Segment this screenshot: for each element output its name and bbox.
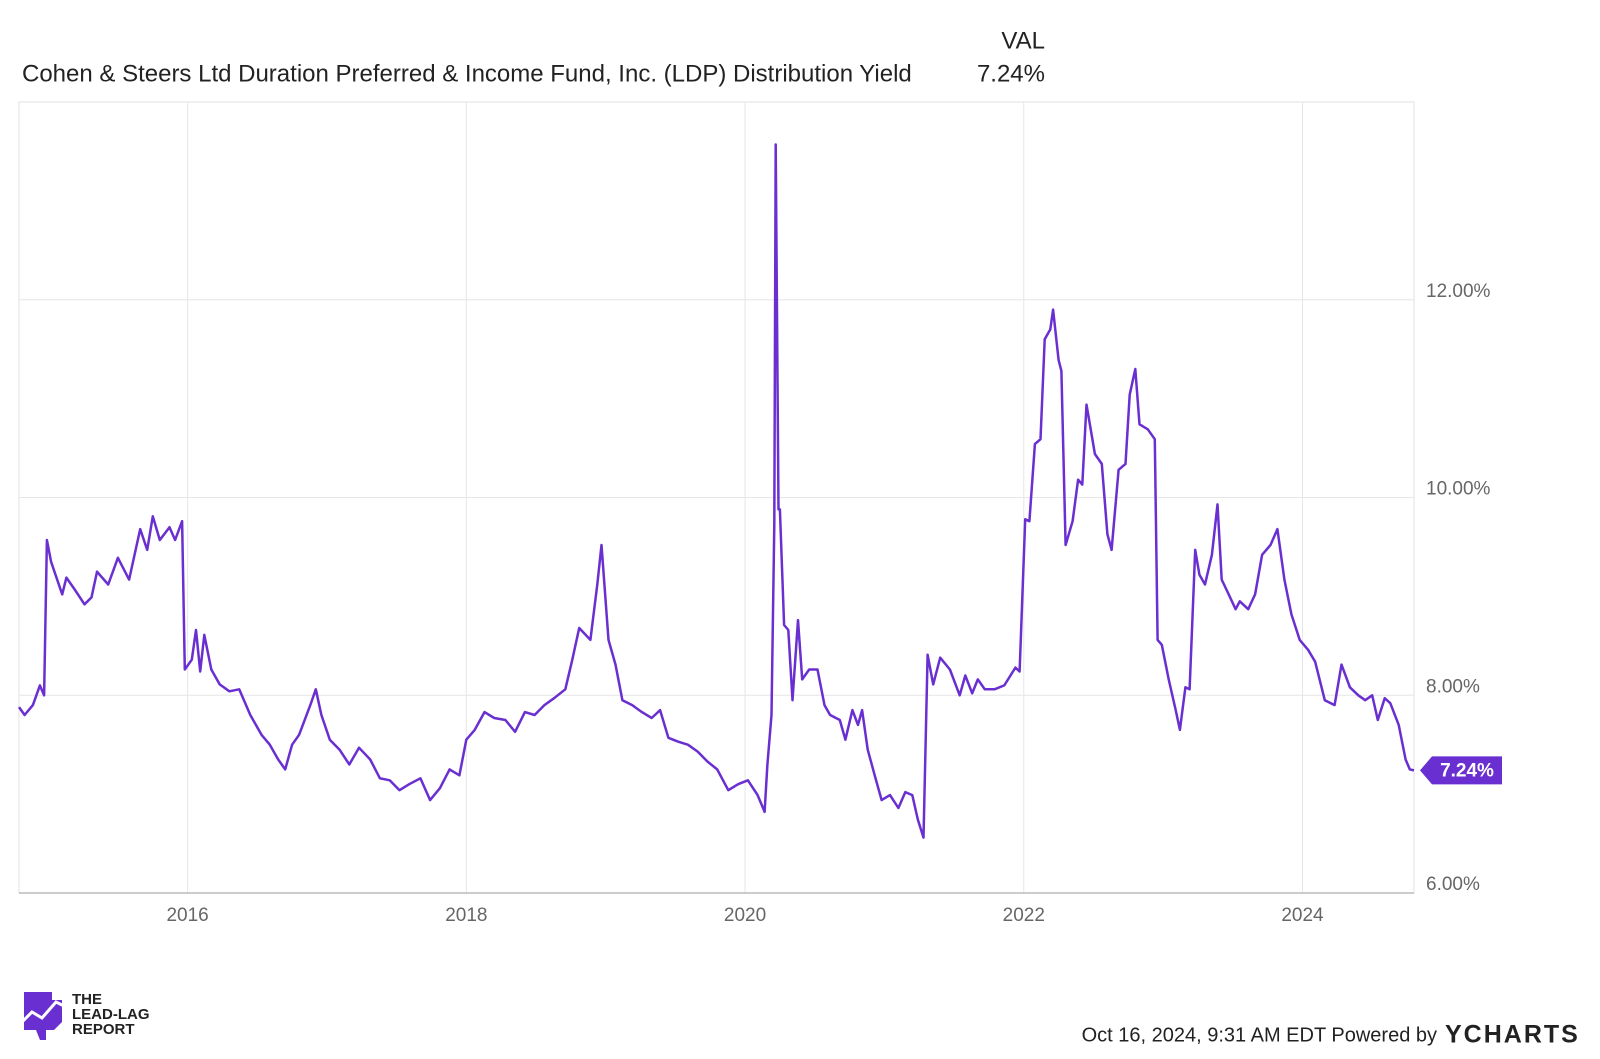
x-tick-label: 2018	[445, 905, 487, 926]
y-tick-label: 10.00%	[1426, 479, 1491, 500]
series-line	[17, 143, 1415, 839]
y-tick-label: 12.00%	[1426, 281, 1491, 302]
logo: THE LEAD-LAG REPORT	[18, 991, 150, 1040]
value-header: VAL	[1001, 27, 1045, 54]
brand: YCHARTS	[1445, 1021, 1580, 1049]
x-tick-label: 2022	[1003, 905, 1045, 926]
x-tick-label: 2016	[166, 905, 208, 926]
logo-text: LEAD-LAG	[72, 1006, 150, 1023]
series-name: Cohen & Steers Ltd Duration Preferred & …	[22, 60, 912, 87]
logo-text: REPORT	[72, 1021, 135, 1038]
last-value-label: 7.24%	[1440, 760, 1494, 781]
timestamp: Oct 16, 2024, 9:31 AM EDT Powered by	[1082, 1024, 1437, 1046]
x-tick-label: 2020	[724, 905, 766, 926]
logo-text: THE	[72, 991, 102, 1008]
logo-line	[18, 1000, 65, 1026]
x-tick-label: 2024	[1281, 905, 1324, 926]
y-tick-label: 8.00%	[1426, 676, 1480, 697]
y-tick-label: 6.00%	[1426, 874, 1480, 895]
last-value-badge	[1420, 756, 1502, 785]
current-value: 7.24%	[977, 60, 1045, 87]
